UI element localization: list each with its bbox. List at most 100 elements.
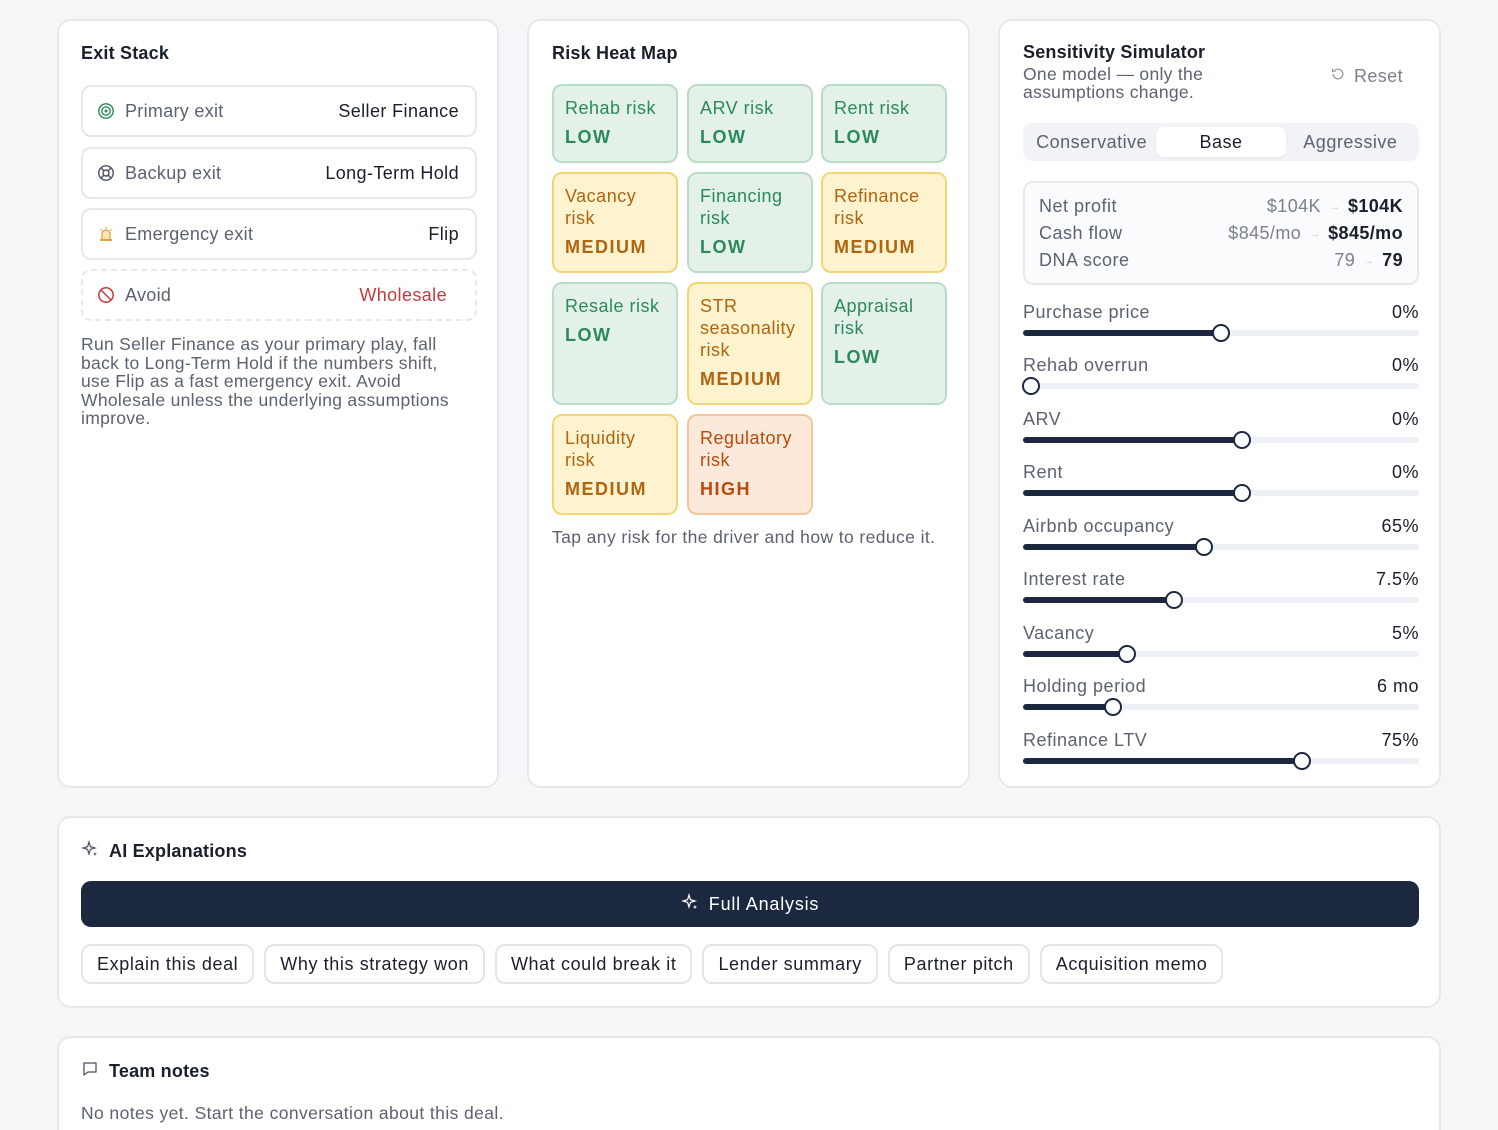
lifebuoy-icon bbox=[97, 164, 115, 182]
slider-thumb[interactable] bbox=[1212, 324, 1230, 342]
reset-icon bbox=[1330, 66, 1346, 87]
risk-tile-liquidity[interactable]: Liquidity risk MEDIUM bbox=[552, 414, 678, 515]
ai-prompt-chips: Explain this deal Why this strategy won … bbox=[81, 944, 1224, 984]
metric-base-value: $104K bbox=[1266, 196, 1321, 216]
risk-tile-arv[interactable]: ARV risk LOW bbox=[687, 84, 813, 163]
partner-pitch-chip[interactable]: Partner pitch bbox=[887, 944, 1030, 984]
avoid-exit-row[interactable]: Avoid Wholesale bbox=[81, 269, 477, 321]
slider-value: 0% bbox=[1391, 462, 1419, 482]
risk-hint: Tap any risk for the driver and how to r… bbox=[552, 527, 936, 547]
siren-icon bbox=[97, 225, 115, 243]
slider-label: Purchase price bbox=[1023, 302, 1151, 322]
slider-thumb[interactable] bbox=[1117, 645, 1136, 663]
risk-heat-map-title: Risk Heat Map bbox=[552, 43, 678, 63]
risk-name: Rehab risk bbox=[565, 98, 657, 118]
full-analysis-label: Full Analysis bbox=[708, 893, 820, 914]
arrow-icon: → bbox=[1328, 200, 1340, 213]
emergency-exit-row[interactable]: Emergency exit Flip bbox=[81, 208, 477, 260]
slider-label: ARV bbox=[1023, 409, 1062, 429]
slider-thumb[interactable] bbox=[1292, 752, 1311, 770]
slider-label: Interest rate bbox=[1023, 569, 1126, 589]
slider-thumb[interactable] bbox=[1104, 698, 1123, 716]
avoid-exit-label: Avoid bbox=[125, 284, 172, 305]
slider-arv: ARV 0% bbox=[1023, 409, 1419, 449]
slider-track[interactable] bbox=[1023, 484, 1419, 502]
slider-header: Rehab overrun 0% bbox=[1023, 355, 1419, 376]
slider-track[interactable] bbox=[1023, 324, 1419, 342]
slider-value: 5% bbox=[1391, 623, 1419, 643]
avoid-exit-value: Wholesale bbox=[359, 284, 447, 305]
slider-thumb[interactable] bbox=[1164, 591, 1183, 609]
slider-rehab-overrun: Rehab overrun 0% bbox=[1021, 355, 1419, 395]
team-notes-header: Team notes bbox=[81, 1060, 210, 1083]
full-analysis-button[interactable]: Full Analysis bbox=[81, 881, 1419, 927]
backup-exit-row[interactable]: Backup exit Long-Term Hold bbox=[81, 147, 477, 199]
arrow-icon: → bbox=[1363, 254, 1375, 267]
primary-exit-value: Seller Finance bbox=[338, 100, 459, 121]
slider-value: 6 mo bbox=[1376, 676, 1419, 696]
risk-tile-financing[interactable]: Financing risk LOW bbox=[687, 172, 813, 273]
slider-value: 0% bbox=[1391, 302, 1419, 322]
metric-row-dna-score: DNA score 79 → 79 bbox=[1039, 247, 1403, 274]
slider-track[interactable] bbox=[1023, 698, 1419, 716]
slider-value: 0% bbox=[1391, 355, 1419, 375]
risk-tile-str-seasonality[interactable]: STR seasonality risk MEDIUM bbox=[687, 282, 813, 405]
ban-icon bbox=[97, 286, 115, 304]
risk-name: Rent risk bbox=[834, 98, 910, 118]
slider-track[interactable] bbox=[1023, 752, 1419, 770]
reset-label: Reset bbox=[1353, 66, 1403, 86]
slider-track[interactable] bbox=[1023, 431, 1419, 449]
slider-value: 0% bbox=[1391, 409, 1419, 429]
why-strategy-won-chip[interactable]: Why this strategy won bbox=[264, 944, 485, 984]
explain-deal-chip[interactable]: Explain this deal bbox=[81, 944, 255, 984]
risk-level: MEDIUM bbox=[700, 369, 782, 389]
slider-airbnb-occupancy: Airbnb occupancy 65% bbox=[1023, 516, 1419, 556]
risk-level: MEDIUM bbox=[565, 237, 647, 257]
slider-track[interactable] bbox=[1023, 645, 1419, 663]
primary-exit-row[interactable]: Primary exit Seller Finance bbox=[81, 85, 477, 137]
slider-track[interactable] bbox=[1023, 591, 1419, 609]
slider-header: Rent 0% bbox=[1023, 462, 1419, 483]
slider-header: Vacancy 5% bbox=[1023, 623, 1419, 644]
risk-tile-rent[interactable]: Rent risk LOW bbox=[821, 84, 947, 163]
slider-header: ARV 0% bbox=[1023, 409, 1419, 430]
risk-tile-vacancy[interactable]: Vacancy risk MEDIUM bbox=[552, 172, 678, 273]
risk-tile-rehab[interactable]: Rehab risk LOW bbox=[552, 84, 678, 163]
scenario-aggressive-button[interactable]: Aggressive bbox=[1303, 131, 1398, 152]
slider-track[interactable] bbox=[1023, 538, 1419, 556]
slider-interest-rate: Interest rate 7.5% bbox=[1023, 569, 1419, 609]
slider-thumb[interactable] bbox=[1021, 377, 1040, 395]
risk-level: HIGH bbox=[700, 479, 751, 499]
lender-summary-chip[interactable]: Lender summary bbox=[702, 944, 878, 984]
slider-value: 7.5% bbox=[1375, 569, 1419, 589]
target-icon bbox=[97, 102, 115, 120]
risk-level: LOW bbox=[834, 127, 881, 147]
slider-thumb[interactable] bbox=[1233, 484, 1252, 502]
what-could-break-chip[interactable]: What could break it bbox=[494, 944, 693, 984]
risk-tile-resale[interactable]: Resale risk LOW bbox=[552, 282, 678, 405]
sensitivity-title: Sensitivity Simulator bbox=[1023, 42, 1206, 62]
reset-button[interactable]: Reset bbox=[1330, 66, 1403, 87]
slider-thumb[interactable] bbox=[1194, 538, 1213, 556]
slider-purchase-price: Purchase price 0% bbox=[1023, 302, 1419, 342]
slider-fill bbox=[1023, 330, 1221, 336]
metric-label: DNA score bbox=[1039, 250, 1130, 270]
risk-tile-refinance[interactable]: Refinance risk MEDIUM bbox=[821, 172, 947, 273]
arrow-icon: → bbox=[1309, 227, 1321, 240]
scenario-conservative-button[interactable]: Conservative bbox=[1036, 131, 1148, 152]
acquisition-memo-chip[interactable]: Acquisition memo bbox=[1039, 944, 1224, 984]
slider-header: Purchase price 0% bbox=[1023, 302, 1419, 323]
risk-heat-map-card: Risk Heat Map Rehab risk LOW ARV risk LO… bbox=[527, 19, 970, 788]
risk-name: STR seasonality risk bbox=[700, 296, 796, 360]
risk-tile-regulatory[interactable]: Regulatory risk HIGH bbox=[687, 414, 813, 515]
emergency-exit-value: Flip bbox=[428, 223, 459, 244]
sensitivity-simulator-card: Sensitivity Simulator One model — only t… bbox=[998, 19, 1441, 788]
backup-exit-value: Long-Term Hold bbox=[325, 162, 459, 183]
risk-level: MEDIUM bbox=[834, 237, 916, 257]
risk-tile-appraisal[interactable]: Appraisal risk LOW bbox=[821, 282, 947, 405]
scenario-base-button[interactable]: Base bbox=[1156, 127, 1286, 157]
slider-refinance-ltv: Refinance LTV 75% bbox=[1023, 730, 1419, 770]
slider-thumb[interactable] bbox=[1233, 431, 1252, 449]
backup-exit-label: Backup exit bbox=[125, 162, 222, 183]
slider-track[interactable] bbox=[1021, 377, 1419, 395]
